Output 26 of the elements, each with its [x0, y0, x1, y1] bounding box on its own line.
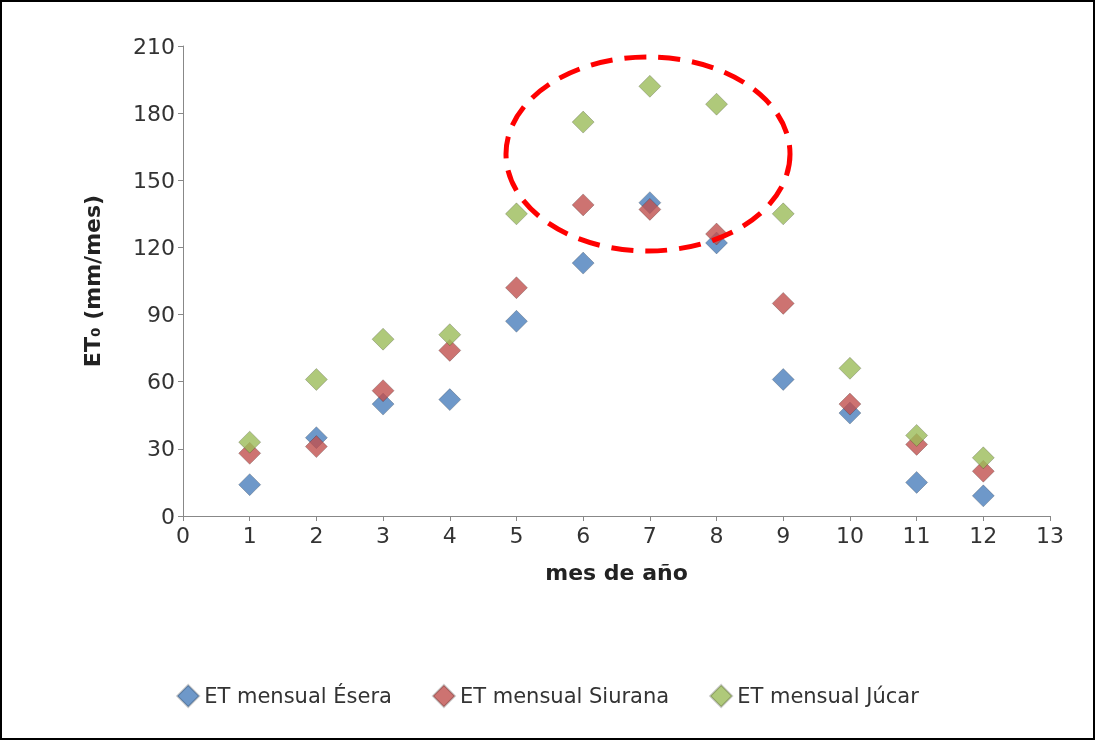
x-tick-label: 7 — [642, 522, 657, 548]
y-tick-label: 210 — [133, 33, 175, 59]
y-tick-label: 90 — [147, 302, 175, 328]
x-tick-label: 10 — [835, 522, 864, 548]
y-tick-label: 30 — [147, 436, 175, 462]
legend-label: ET mensual Ésera — [204, 683, 392, 708]
y-tick-label: 60 — [147, 369, 175, 395]
y-tick-label: 120 — [133, 234, 175, 260]
x-tick-label: 2 — [309, 522, 324, 548]
x-tick-label: 5 — [509, 522, 524, 548]
legend-label: ET mensual Júcar — [737, 684, 920, 708]
y-axis-title: ET₀ (mm/mes) — [79, 194, 105, 368]
x-axis-title: mes de año — [545, 559, 688, 585]
x-tick-label: 8 — [709, 522, 724, 548]
x-tick-label: 6 — [576, 522, 591, 548]
y-tick-label: 150 — [133, 167, 175, 193]
y-tick-label: 180 — [133, 100, 175, 126]
x-tick-label: 13 — [1036, 522, 1064, 548]
x-tick-label: 11 — [902, 522, 931, 548]
x-tick-label: 3 — [376, 522, 391, 548]
x-tick-label: 12 — [969, 522, 998, 548]
legend-label: ET mensual Siurana — [459, 684, 670, 708]
x-tick-label: 4 — [442, 522, 457, 548]
y-tick-label: 0 — [161, 503, 175, 529]
x-tick-label: 9 — [776, 522, 791, 548]
x-tick-label: 1 — [242, 522, 257, 548]
